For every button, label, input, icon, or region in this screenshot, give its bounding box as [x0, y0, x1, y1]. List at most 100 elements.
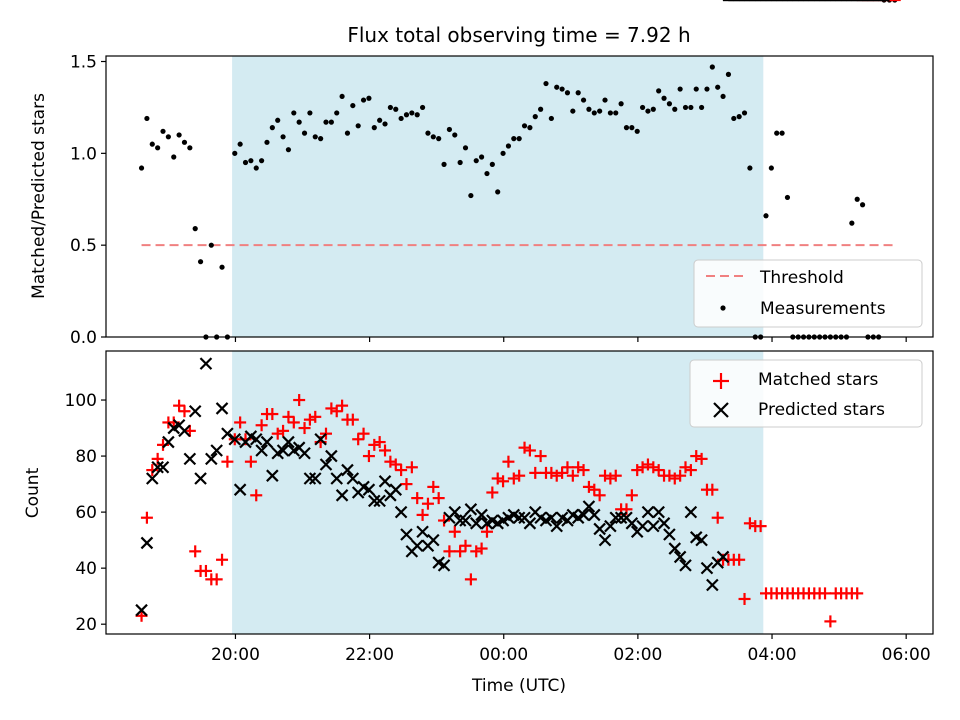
measurement-point [446, 126, 453, 133]
measurement-point [318, 136, 324, 142]
matched-star-point [400, 478, 413, 491]
matched-star-point [178, 405, 191, 418]
measurement-point [661, 95, 667, 101]
predicted-star-point [706, 578, 719, 592]
legend-threshold-label: Threshold [759, 268, 844, 288]
measurement-point [736, 114, 742, 120]
matched-star-point [668, 472, 681, 485]
measurement-point [149, 141, 155, 147]
predicted-star-point [194, 472, 207, 485]
predicted-star-point [427, 533, 440, 547]
matched-star-point [411, 492, 424, 505]
measurement-point [181, 139, 188, 145]
measurement-point [580, 97, 587, 103]
matched-star-point [459, 539, 472, 552]
top-legend: Threshold Measurements [693, 259, 923, 328]
measurement-point [382, 121, 388, 127]
bottom-y-ticks: 20 40 60 80 100 [65, 391, 106, 635]
predicted-star-point [210, 444, 223, 457]
measurement-point [419, 104, 426, 111]
matched-star-point [421, 497, 434, 510]
matched-star-point [389, 458, 402, 471]
measurement-point [564, 90, 571, 96]
measurement-point [208, 242, 214, 248]
matched-star-point [221, 455, 234, 468]
matched-star-point [534, 450, 547, 463]
matched-star-point [189, 545, 202, 558]
measurement-point [731, 115, 737, 122]
measurement-point [505, 143, 512, 149]
predicted-star-point [298, 446, 311, 460]
y-tick-label: 20 [75, 615, 97, 635]
predicted-star-point [609, 511, 623, 524]
measurement-point [784, 194, 791, 201]
matched-star-point [173, 399, 186, 412]
predicted-star-point [695, 533, 708, 547]
measurement-point [462, 145, 469, 151]
predicted-star-point [668, 542, 682, 555]
measurement-point [366, 95, 372, 101]
matched-star-point [448, 525, 461, 538]
matched-star-point [507, 472, 520, 485]
measurement-point [248, 158, 254, 164]
measurement-point [666, 101, 673, 107]
predicted-star-point [188, 404, 202, 418]
bottom-y-axis-label: Count [23, 467, 43, 518]
measurement-point [441, 161, 447, 167]
matched-star-point [271, 427, 284, 440]
measurement-point [171, 154, 177, 160]
measurement-point [532, 114, 538, 120]
measurement-point [548, 115, 554, 122]
matched-star-point [523, 444, 536, 457]
y-tick-label: 0.5 [70, 236, 97, 256]
measurement-point [144, 115, 150, 122]
measurement-point [554, 84, 560, 90]
measurement-point [165, 134, 171, 140]
measurement-point [521, 123, 528, 129]
measurement-point [629, 125, 635, 131]
matched-star-point [135, 609, 148, 622]
matched-star-point [679, 461, 692, 474]
matched-star-point [486, 486, 499, 499]
matched-star-point [738, 592, 751, 605]
matched-star-point [754, 520, 767, 533]
matched-star-point [545, 466, 558, 479]
measurement-point [709, 64, 715, 70]
matched-star-point [695, 452, 708, 465]
measurement-point [484, 170, 490, 177]
predicted-star-point [215, 402, 229, 415]
measurement-point [500, 150, 506, 156]
measurement-point [452, 132, 458, 138]
matched-star-point [336, 399, 349, 412]
measurement-point [645, 108, 651, 114]
predicted-star-point [330, 472, 344, 485]
matched-star-point [298, 422, 311, 435]
top-x-ticks [234, 337, 907, 342]
matched-star-point [140, 511, 153, 524]
matched-star-point [480, 525, 493, 538]
measurement-point [489, 161, 495, 167]
measurement-point [479, 154, 485, 160]
matched-star-point [647, 461, 660, 474]
predicted-star-point [276, 444, 290, 457]
matched-star-point [652, 464, 665, 477]
matched-star-point [641, 458, 654, 471]
predicted-star-point [582, 500, 596, 513]
matched-star-point [599, 469, 612, 482]
measurement-point [623, 125, 630, 131]
matched-star-point [819, 587, 832, 600]
matched-star-point [561, 461, 574, 474]
measurement-point [607, 110, 613, 116]
bottom-legend-box [689, 359, 923, 428]
matched-star-point [566, 469, 579, 482]
measurement-point [232, 150, 238, 156]
predicted-star-point [469, 517, 483, 530]
matched-star-point [255, 419, 268, 432]
measurement-point [854, 196, 860, 202]
measurement-point [264, 139, 270, 145]
matched-star-point [384, 455, 397, 468]
matched-star-point [464, 573, 477, 586]
measurement-point [339, 93, 345, 100]
measurement-point [613, 110, 619, 116]
